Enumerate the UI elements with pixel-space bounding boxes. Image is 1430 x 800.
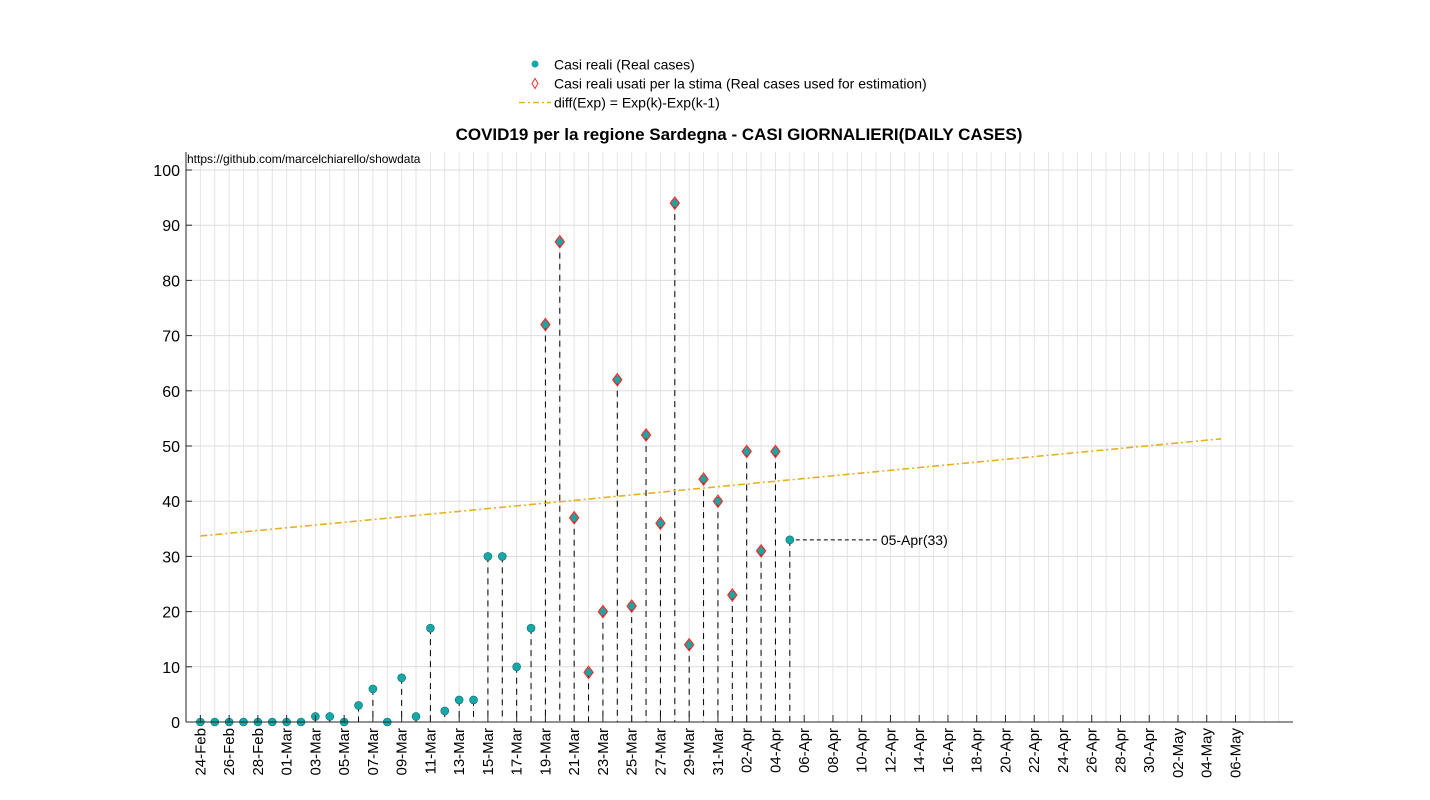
legend-estimation-label: Casi reali usati per la stima (Real case…: [554, 76, 927, 92]
real-case-point: [454, 695, 464, 705]
x-tick-label: 17-Mar: [509, 728, 526, 776]
estimation-point: [568, 510, 580, 525]
x-tick-label: 12-Apr: [882, 728, 899, 773]
x-tick-label: 03-Mar: [307, 728, 324, 776]
x-tick-label: 02-May: [1170, 728, 1187, 779]
x-tick-label: 27-Mar: [652, 728, 669, 776]
x-tick-label: 19-Mar: [537, 728, 554, 776]
estimation-point: [583, 665, 594, 680]
x-tick-label: 08-Apr: [825, 728, 842, 773]
x-tick-label: 24-Apr: [1055, 728, 1072, 773]
legend-estimation-marker: [531, 77, 539, 90]
x-tick-label: 04-Apr: [767, 728, 784, 773]
real-case-point: [512, 662, 521, 672]
y-tick-label: 40: [162, 494, 180, 511]
y-tick-label: 10: [162, 660, 180, 677]
x-tick-label: 09-Mar: [394, 728, 411, 776]
x-tick-label: 25-Mar: [624, 728, 641, 776]
estimation-point: [770, 444, 781, 459]
axes: 0 10 20 30 40 50 60 70 80 90 100 24-Feb 26-Feb 28-Feb…: [153, 152, 1293, 778]
y-tick-label: 80: [162, 273, 180, 290]
x-tick-label: 11-Mar: [422, 728, 439, 774]
x-tick-label: 24-Feb: [192, 728, 209, 776]
y-tick-label: 60: [162, 384, 180, 401]
real-case-point: [497, 552, 507, 561]
real-case-point: [397, 673, 406, 683]
estimation-point: [712, 494, 724, 509]
x-tick-label: 06-Apr: [796, 728, 813, 773]
estimation-point: [755, 543, 767, 558]
exp-line-layer: [200, 438, 1222, 537]
y-tick-label: 20: [162, 605, 180, 622]
x-tick-label: 31-Mar: [710, 728, 727, 776]
y-tick-label: 100: [153, 163, 180, 180]
x-tick-label: 30-Apr: [1141, 728, 1158, 773]
x-tick-label: 14-Apr: [911, 728, 928, 773]
real-case-point: [368, 684, 378, 694]
estimation-point: [540, 317, 551, 332]
real-case-point: [325, 712, 335, 721]
y-tick-label: 70: [162, 329, 180, 346]
x-tick-label: 21-Mar: [566, 728, 583, 776]
legend-real-cases-marker: [531, 60, 539, 68]
x-tick-label: 02-Apr: [739, 728, 756, 773]
x-tick-label: 10-Apr: [854, 728, 871, 773]
estimation-point: [669, 196, 681, 211]
estimation-point: [612, 372, 623, 387]
estimation-point: [727, 588, 738, 603]
marker-layer: [196, 196, 795, 727]
annotation-label: 05-Apr(33): [881, 532, 948, 548]
x-tick-label: 04-May: [1199, 728, 1216, 779]
x-tick-label: 22-Apr: [1026, 728, 1043, 773]
real-case-point: [426, 623, 435, 633]
real-case-point: [785, 535, 795, 545]
x-tick-label: 05-Mar: [336, 728, 353, 776]
y-tick-label: 0: [171, 715, 180, 732]
x-tick-label: 15-Mar: [480, 728, 497, 776]
x-tick-label: 18-Apr: [969, 728, 986, 773]
real-case-point: [469, 695, 478, 705]
x-tick-label: 20-Apr: [997, 728, 1014, 773]
x-tick-label: 29-Mar: [681, 728, 698, 776]
estimation-point: [683, 637, 695, 652]
real-case-point: [440, 706, 450, 716]
x-tick-label: 01-Mar: [279, 728, 296, 776]
estimation-point: [640, 427, 652, 442]
x-tick-label: 26-Feb: [221, 728, 238, 776]
estimation-point: [698, 472, 709, 487]
y-tick-label: 50: [162, 439, 180, 456]
real-case-point: [526, 623, 536, 633]
legend-real-cases-label: Casi reali (Real cases): [554, 57, 695, 73]
annotations: 05-Apr(33): [795, 532, 948, 548]
estimation-point: [741, 444, 752, 459]
real-case-point: [483, 552, 493, 561]
legend-exp-label: diff(Exp) = Exp(k)-Exp(k-1): [554, 95, 720, 111]
x-tick-label: 06-May: [1227, 728, 1244, 779]
real-case-point: [354, 701, 363, 710]
exp-diff-line: [200, 438, 1222, 537]
legend: Casi reali (Real cases) Casi reali usati…: [519, 57, 927, 111]
x-tick-label: 16-Apr: [940, 728, 957, 773]
estimation-point: [554, 234, 566, 249]
grid: [186, 152, 1293, 722]
real-case-point: [411, 712, 421, 721]
x-tick-label: 07-Mar: [365, 728, 382, 776]
y-tick-label: 30: [162, 549, 180, 566]
estimation-point: [597, 604, 609, 619]
x-tick-label: 28-Feb: [250, 728, 267, 776]
estimation-point: [626, 599, 637, 614]
chart-title: COVID19 per la regione Sardegna - CASI G…: [456, 125, 1023, 144]
x-tick-label: 13-Mar: [451, 728, 468, 776]
x-tick-label: 26-Apr: [1084, 728, 1101, 773]
y-tick-label: 90: [162, 218, 180, 235]
source-url: https://github.com/marcelchiarello/showd…: [187, 152, 421, 166]
stem-lines: [314, 203, 791, 722]
x-tick-label: 28-Apr: [1112, 728, 1129, 773]
x-tick-label: 23-Mar: [595, 728, 612, 776]
estimation-point: [655, 516, 666, 531]
